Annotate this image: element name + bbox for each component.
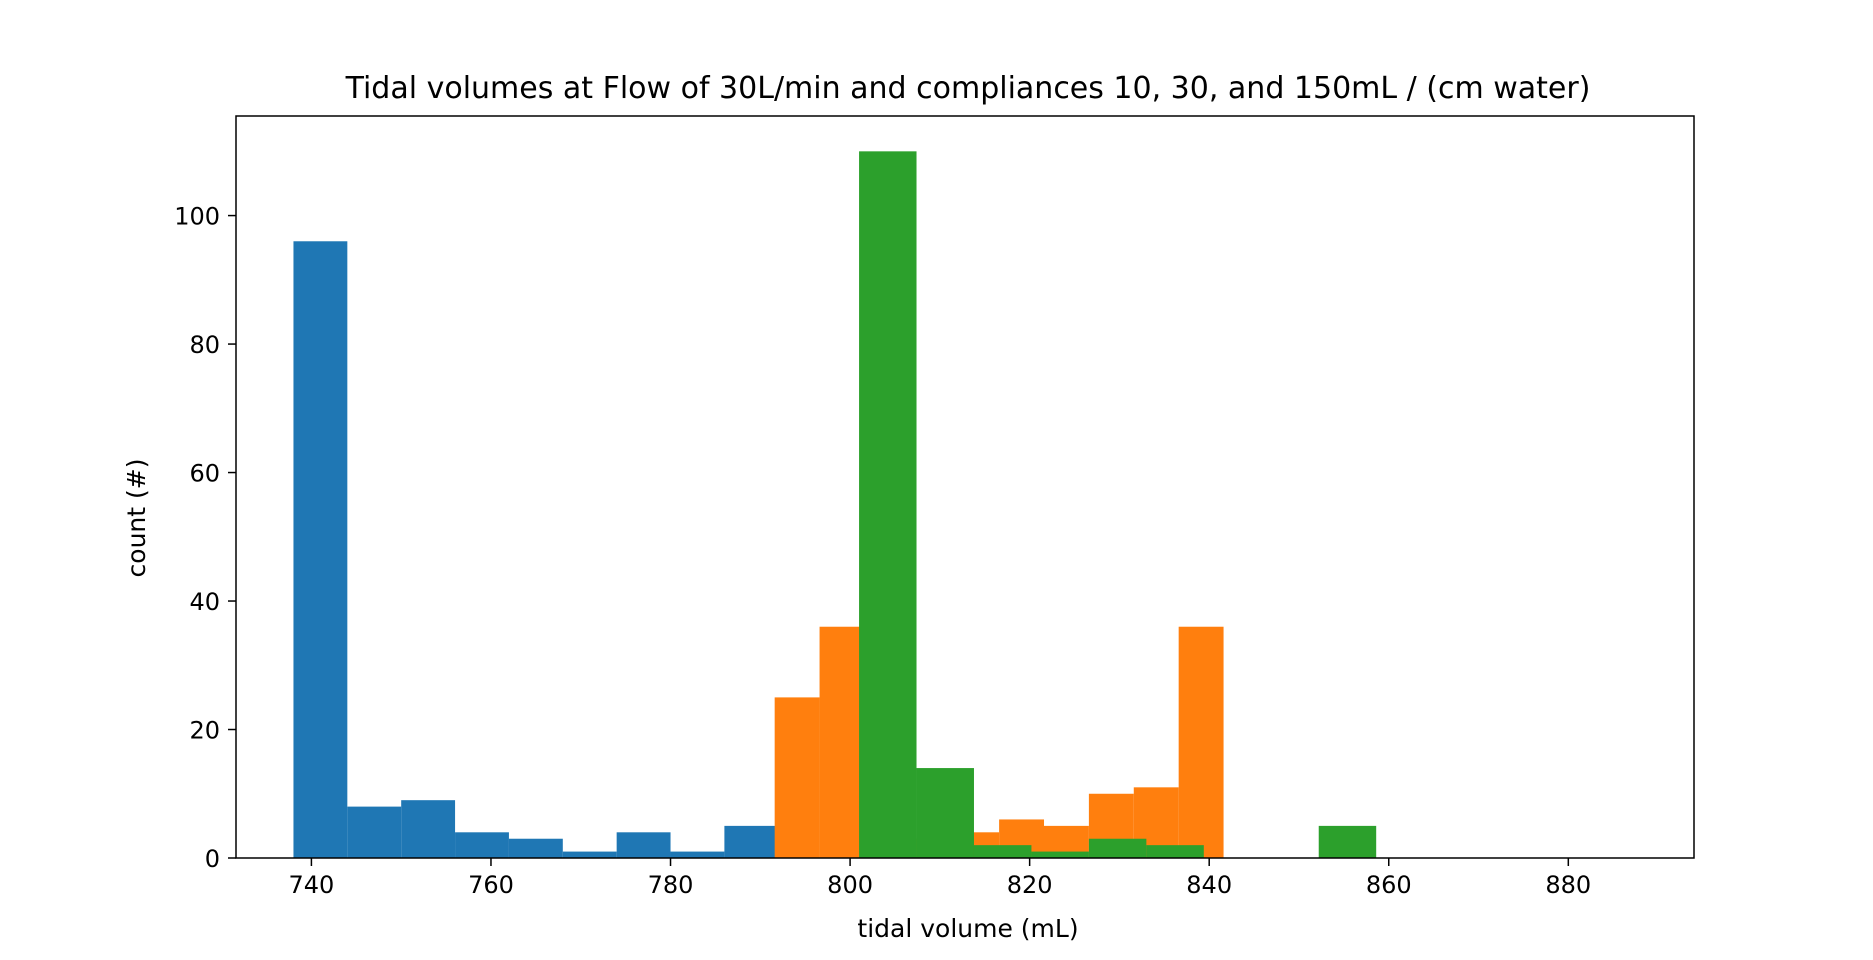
histogram-bar-series2-bin2 bbox=[819, 626, 865, 858]
histogram-bar-series3-bin3 bbox=[973, 845, 1032, 858]
histogram-bar-series1-bin8 bbox=[670, 851, 725, 858]
histogram-bar-series3-bin1 bbox=[859, 151, 917, 858]
y-tick-label: 20 bbox=[189, 717, 220, 745]
x-tick-label: 880 bbox=[1545, 871, 1591, 899]
histogram-bar-series1-bin5 bbox=[508, 838, 563, 858]
y-axis-ticks: 0 20 40 60 80 100 bbox=[174, 203, 236, 873]
histogram-bar-series1-bin4 bbox=[455, 832, 509, 858]
histogram-bar-series1-bin7 bbox=[616, 832, 671, 858]
histogram-bar-series1-bin1 bbox=[293, 241, 348, 858]
histogram-bar-series1-bin2 bbox=[347, 806, 402, 858]
histogram-bar-series3-bin9 bbox=[1318, 825, 1377, 858]
x-axis-ticks: 740 760 780 800 820 840 860 880 bbox=[289, 858, 1591, 899]
x-tick-label: 840 bbox=[1186, 871, 1232, 899]
y-axis-label: count (#) bbox=[122, 459, 151, 578]
x-tick-label: 740 bbox=[289, 871, 335, 899]
y-tick-label: 0 bbox=[205, 845, 220, 873]
y-tick-label: 100 bbox=[174, 203, 220, 231]
y-tick-label: 40 bbox=[189, 588, 220, 616]
histogram-bar-series3-bin2 bbox=[916, 768, 974, 858]
histogram-bar-series3-bin6 bbox=[1146, 845, 1204, 858]
histogram-bar-series2-bin9 bbox=[1178, 626, 1224, 858]
histogram-bar-series1-bin9 bbox=[724, 825, 779, 858]
x-tick-label: 820 bbox=[1007, 871, 1053, 899]
chart-title: Tidal volumes at Flow of 30L/min and com… bbox=[345, 71, 1591, 106]
y-tick-label: 60 bbox=[189, 460, 220, 488]
x-tick-label: 780 bbox=[648, 871, 694, 899]
x-tick-label: 760 bbox=[468, 871, 514, 899]
histogram-bar-series3-bin5 bbox=[1088, 838, 1147, 858]
histogram-bar-series1-bin3 bbox=[401, 800, 456, 858]
x-tick-label: 800 bbox=[827, 871, 873, 899]
plot-area-frame bbox=[235, 115, 1695, 859]
y-tick-label: 80 bbox=[189, 331, 220, 359]
x-axis-label: tidal volume (mL) bbox=[857, 914, 1078, 943]
histogram-bar-series3-bin4 bbox=[1031, 851, 1089, 858]
x-tick-label: 860 bbox=[1366, 871, 1412, 899]
histogram-bar-series1-bin6 bbox=[562, 851, 617, 858]
histogram-bar-series2-bin1 bbox=[774, 697, 820, 858]
histogram-bars bbox=[293, 151, 1377, 858]
